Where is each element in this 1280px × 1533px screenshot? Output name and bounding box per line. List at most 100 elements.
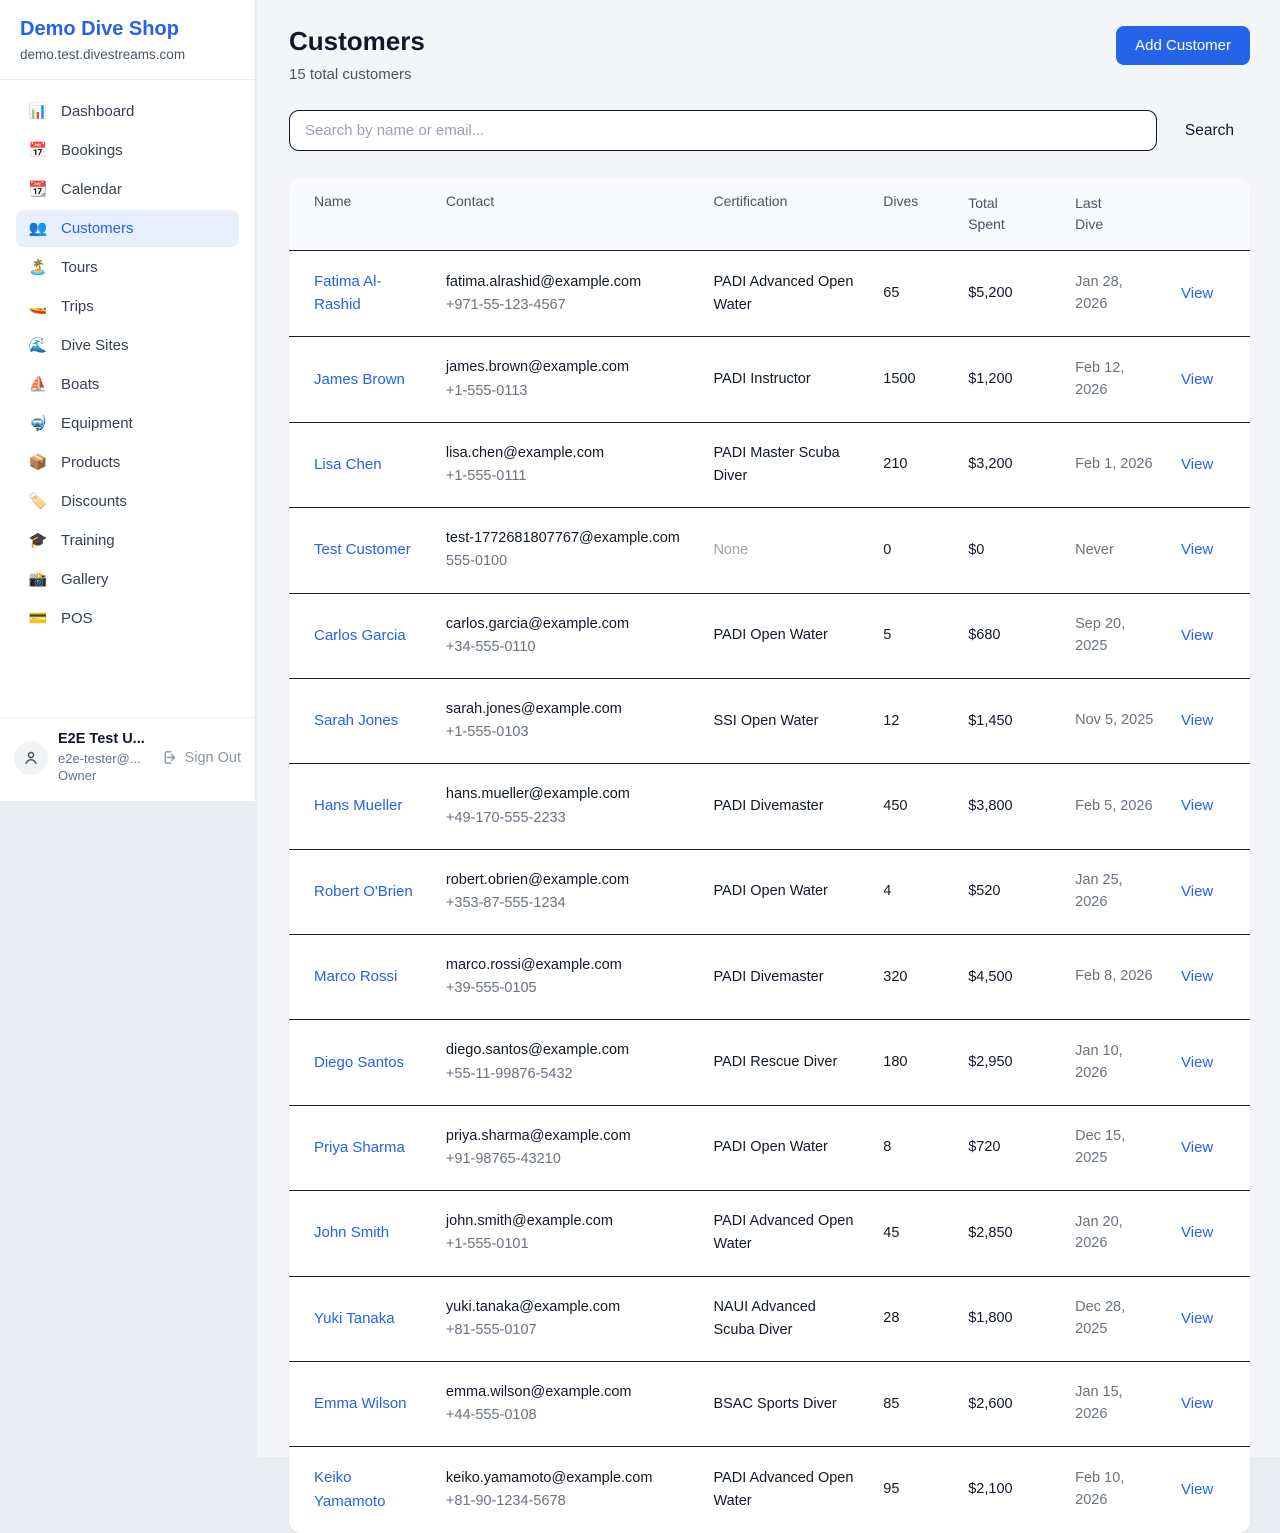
sidebar-item-trips[interactable]: 🚤 Trips (16, 288, 239, 325)
total-spent-cell: $2,950 (956, 1019, 1064, 1106)
customer-phone: +81-555-0107 (445, 1321, 537, 1338)
pos-icon: 💳 (28, 610, 48, 627)
certification-cell: PADI Master Scuba Diver (701, 422, 872, 509)
table-row: Robert O'Brien robert.obrien@example.com… (289, 849, 1250, 936)
total-spent-cell: $2,100 (968, 1481, 1013, 1498)
last-dive-cell: Feb 5, 2026 (1063, 763, 1170, 850)
sidebar-item-tours[interactable]: 🏝️ Tours (16, 249, 239, 286)
dives-cell: 45 (871, 1190, 957, 1277)
sidebar-item-gallery[interactable]: 📸 Gallery (16, 561, 239, 598)
customer-name-link[interactable]: Sarah Jones (314, 712, 399, 730)
sidebar-item-label: Calendar (61, 181, 122, 198)
view-link[interactable]: View (1181, 797, 1214, 815)
sidebar-item-boats[interactable]: ⛵ Boats (16, 366, 239, 403)
sidebar-nav: 📊 Dashboard 📅 Bookings 📆 Calendar 👥 Cust… (0, 80, 255, 717)
user-section: E2E Test U... e2e-tester@... Owner Sign … (0, 717, 255, 801)
sidebar-item-label: POS (61, 610, 93, 627)
view-link[interactable]: View (1181, 1138, 1214, 1156)
certification-cell: SSI Open Water (701, 678, 872, 765)
dives-cell: 180 (871, 1019, 957, 1106)
table-row: Marco Rossi marco.rossi@example.com +39-… (289, 934, 1250, 1021)
customer-name-link[interactable]: James Brown (314, 370, 405, 388)
sidebar-item-pos[interactable]: 💳 POS (16, 600, 239, 637)
column-header-total-spent: Total Spent (956, 178, 1064, 251)
table-row: John Smith john.smith@example.com +1-555… (289, 1190, 1250, 1277)
view-link[interactable]: View (1181, 1480, 1214, 1498)
person-icon (25, 751, 37, 764)
view-link[interactable]: View (1181, 455, 1214, 473)
sidebar-item-calendar[interactable]: 📆 Calendar (16, 171, 239, 208)
customer-email: hans.mueller@example.com (445, 786, 630, 803)
customer-name-link[interactable]: Carlos Garcia (314, 626, 406, 644)
customer-name-link[interactable]: Fatima Al-Rashid (314, 273, 382, 314)
customer-name-link[interactable]: Priya Sharma (314, 1138, 405, 1156)
view-link[interactable]: View (1181, 968, 1214, 986)
table-row: Test Customer test-1772681807767@example… (289, 507, 1250, 594)
sidebar-item-dashboard[interactable]: 📊 Dashboard (16, 93, 239, 130)
name-cell: John Smith (289, 1190, 434, 1277)
view-link[interactable]: View (1181, 712, 1214, 730)
view-link[interactable]: View (1181, 1053, 1214, 1071)
sidebar-item-equipment[interactable]: 🤿 Equipment (16, 405, 239, 442)
name-cell: Fatima Al-Rashid (289, 250, 434, 338)
customer-phone: 555-0100 (445, 553, 508, 570)
sidebar-item-customers[interactable]: 👥 Customers (16, 210, 239, 247)
customer-name-link[interactable]: Diego Santos (314, 1053, 405, 1071)
customer-name-link[interactable]: Emma Wilson (314, 1395, 407, 1413)
customer-name-link[interactable]: Keiko Yamamoto (314, 1469, 386, 1510)
dives-cell: 28 (871, 1276, 957, 1362)
sidebar-item-discounts[interactable]: 🏷️ Discounts (16, 483, 239, 520)
customer-email: marco.rossi@example.com (445, 957, 622, 974)
dive-sites-icon: 🌊 (28, 337, 48, 354)
sidebar-item-training[interactable]: 🎓 Training (16, 522, 239, 559)
search-row: Search (289, 110, 1250, 151)
customer-email: john.smith@example.com (445, 1213, 613, 1230)
search-input[interactable] (289, 110, 1157, 151)
customer-phone: +1-555-0103 (445, 724, 529, 741)
view-link[interactable]: View (1181, 1395, 1214, 1413)
dives-cell: 0 (871, 507, 957, 594)
last-dive-cell: Jan 10, 2026 (1063, 1019, 1170, 1106)
sidebar-item-dive-sites[interactable]: 🌊 Dive Sites (16, 327, 239, 364)
sidebar-item-label: Tours (61, 259, 98, 276)
view-link[interactable]: View (1181, 626, 1214, 644)
sidebar-item-label: Dive Sites (61, 337, 129, 354)
column-header-actions (1169, 178, 1250, 251)
customer-name-link[interactable]: Lisa Chen (314, 455, 382, 473)
name-cell: Keiko Yamamoto (289, 1447, 434, 1533)
sidebar-item-bookings[interactable]: 📅 Bookings (16, 132, 239, 169)
view-cell: View (1169, 593, 1250, 679)
add-customer-button[interactable]: Add Customer (1116, 26, 1250, 65)
customer-name-link[interactable]: Test Customer (314, 541, 411, 559)
view-link[interactable]: View (1181, 284, 1214, 302)
certification-cell: PADI Rescue Diver (701, 1019, 872, 1106)
view-link[interactable]: View (1181, 1309, 1214, 1327)
sidebar-item-label: Equipment (61, 415, 133, 432)
customer-name-link[interactable]: Hans Mueller (314, 797, 403, 815)
view-cell: View (1169, 849, 1250, 936)
sidebar-item-products[interactable]: 📦 Products (16, 444, 239, 481)
view-link[interactable]: View (1181, 541, 1214, 559)
search-button[interactable]: Search (1184, 121, 1234, 139)
customer-name-link[interactable]: Robert O'Brien (314, 882, 413, 900)
training-icon: 🎓 (28, 532, 48, 549)
dives-cell: 4 (871, 849, 957, 936)
total-spent-cell: $520 (956, 849, 1064, 936)
view-link[interactable]: View (1181, 370, 1214, 388)
customer-name-link[interactable]: John Smith (314, 1224, 390, 1242)
contact-cell: lisa.chen@example.com +1-555-0111 (433, 422, 702, 509)
contact-cell: carlos.garcia@example.com +34-555-0110 (433, 593, 702, 679)
customer-name-link[interactable]: Yuki Tanaka (314, 1309, 395, 1327)
sign-out-button[interactable]: Sign Out (161, 749, 241, 766)
contact-cell: robert.obrien@example.com +353-87-555-12… (433, 849, 702, 936)
customer-name-link[interactable]: Marco Rossi (314, 968, 398, 986)
name-cell: Priya Sharma (289, 1105, 434, 1192)
shop-domain: demo.test.divestreams.com (20, 47, 186, 62)
view-link[interactable]: View (1181, 1224, 1214, 1242)
view-link[interactable]: View (1181, 882, 1214, 900)
contact-cell: sarah.jones@example.com +1-555-0103 (433, 678, 702, 765)
name-cell: Lisa Chen (289, 422, 434, 509)
last-dive-cell: Sep 20, 2025 (1063, 593, 1170, 679)
dashboard-icon: 📊 (28, 103, 48, 120)
sign-out-icon (164, 751, 175, 765)
